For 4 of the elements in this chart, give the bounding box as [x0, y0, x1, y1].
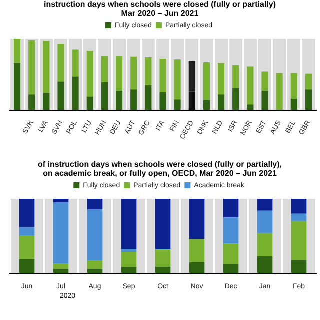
chart-subtitle: Mar 2020 – Jun 2021 — [120, 9, 200, 18]
chart-subtitle: on academic break, or fully open, OECD, Mar 2020 – Jun 2021 — [42, 169, 278, 178]
chart-title: of instruction days when schools were closed (fully or partially), — [36, 160, 284, 169]
chart-title: instruction days when schools were closed (fully or partially) — [42, 0, 278, 9]
